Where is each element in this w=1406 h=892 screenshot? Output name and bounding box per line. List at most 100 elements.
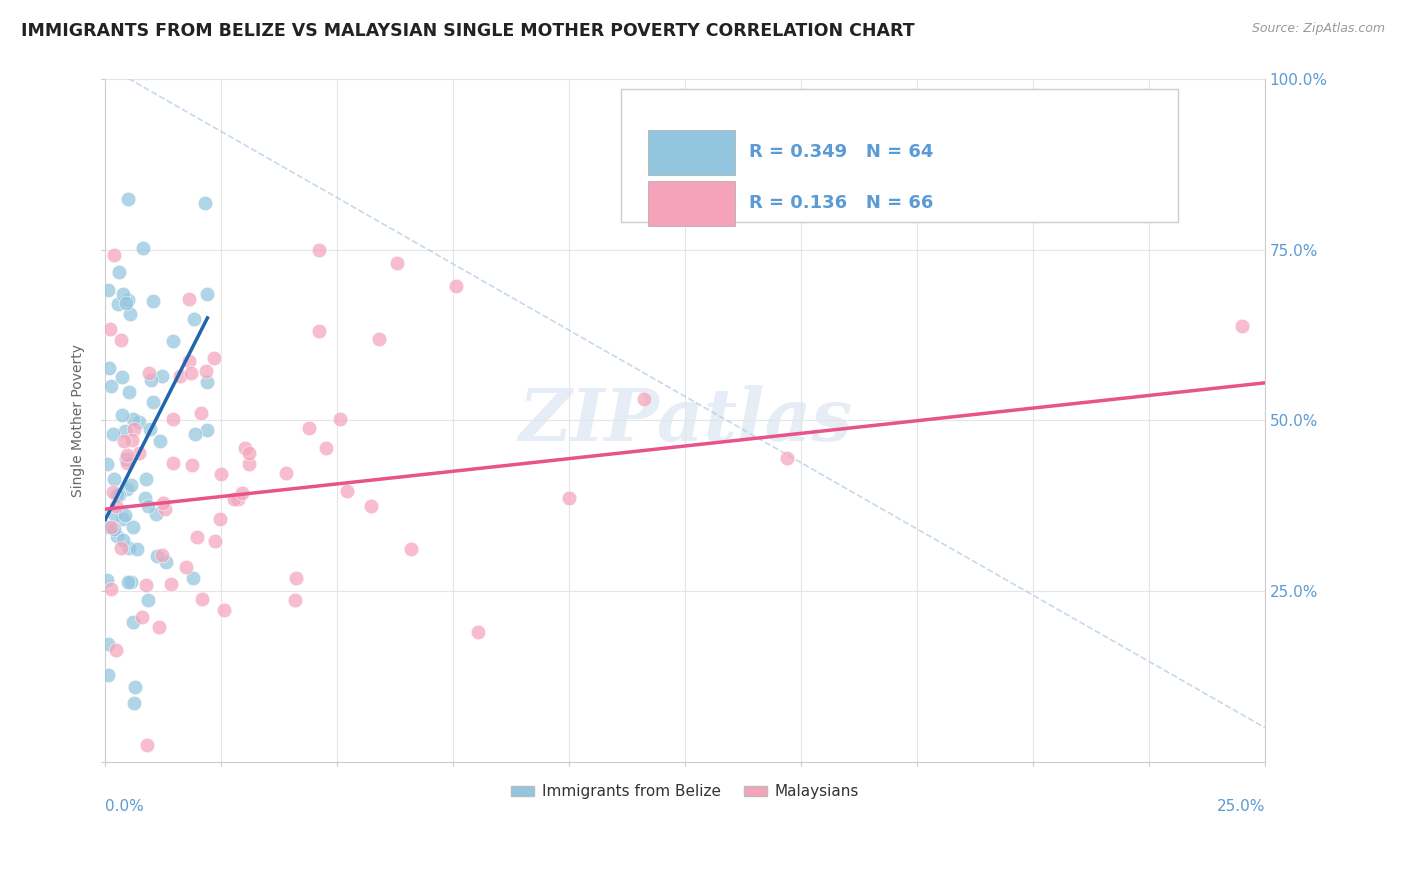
Point [115, 452, 138, 467]
Point [101, 484, 124, 499]
Point [153, 501, 176, 516]
Point [226, 491, 249, 506]
Point [160, 577, 183, 591]
Point [136, 593, 159, 607]
Text: IMMIGRANTS FROM BELIZE VS MALAYSIAN SINGLE MOTHER POVERTY CORRELATION CHART: IMMIGRANTS FROM BELIZE VS MALAYSIAN SING… [21, 22, 915, 40]
Point [204, 533, 226, 548]
Point [399, 542, 422, 557]
Point [100, 379, 122, 393]
Legend: Immigrants from Belize, Malaysians: Immigrants from Belize, Malaysians [505, 778, 865, 805]
Point [111, 409, 134, 423]
Point [114, 425, 136, 439]
Point [114, 434, 136, 449]
Point [177, 353, 200, 368]
Point [105, 488, 128, 502]
Point [125, 541, 148, 556]
Point [150, 549, 173, 563]
Point [145, 508, 167, 522]
Point [444, 279, 467, 293]
Point [633, 392, 655, 407]
Point [162, 412, 184, 426]
Point [315, 441, 337, 455]
Text: R = 0.349   N = 64: R = 0.349 N = 64 [749, 143, 934, 161]
Point [148, 620, 170, 634]
Text: ZIPatlas: ZIPatlas [517, 384, 852, 456]
Point [97, 637, 120, 651]
FancyBboxPatch shape [621, 89, 1178, 222]
Point [117, 192, 139, 206]
Point [308, 324, 330, 338]
Point [96, 573, 118, 587]
FancyBboxPatch shape [648, 181, 735, 226]
Text: Source: ZipAtlas.com: Source: ZipAtlas.com [1251, 22, 1385, 36]
Point [128, 445, 150, 459]
Point [181, 571, 204, 585]
Point [329, 411, 352, 425]
Point [197, 423, 219, 437]
Point [97, 283, 120, 297]
Point [96, 457, 118, 471]
Point [108, 265, 131, 279]
Point [197, 375, 219, 389]
Point [112, 511, 135, 525]
Point [1230, 318, 1253, 333]
Point [110, 369, 132, 384]
Point [114, 296, 136, 310]
Point [360, 500, 382, 514]
Point [138, 422, 160, 436]
Point [190, 406, 212, 420]
Point [120, 307, 142, 321]
Point [308, 244, 330, 258]
Point [118, 385, 141, 400]
Point [103, 522, 125, 536]
Point [96, 520, 118, 534]
Point [141, 394, 163, 409]
Point [197, 287, 219, 301]
Point [121, 520, 143, 534]
Text: R = 0.136   N = 66: R = 0.136 N = 66 [749, 194, 934, 212]
Point [97, 668, 120, 682]
Y-axis label: Single Mother Poverty: Single Mother Poverty [72, 344, 86, 497]
Point [336, 484, 359, 499]
Point [180, 366, 202, 380]
Point [214, 602, 236, 616]
Point [174, 559, 197, 574]
Point [98, 322, 121, 336]
Point [122, 697, 145, 711]
Point [467, 625, 489, 640]
Point [107, 296, 129, 310]
Point [135, 578, 157, 592]
Point [105, 643, 128, 657]
Point [152, 496, 174, 510]
Point [118, 541, 141, 555]
Point [150, 368, 173, 383]
Point [169, 368, 191, 383]
Point [128, 415, 150, 429]
Point [100, 582, 122, 596]
Point [367, 332, 389, 346]
Text: 25.0%: 25.0% [1216, 799, 1265, 814]
Point [110, 333, 132, 347]
Point [121, 433, 143, 447]
Point [105, 529, 128, 543]
Point [111, 287, 134, 301]
Point [285, 571, 308, 585]
Point [284, 593, 307, 607]
Point [101, 427, 124, 442]
Point [103, 247, 125, 261]
Point [138, 366, 160, 380]
Point [103, 472, 125, 486]
Point [557, 491, 579, 505]
Point [98, 361, 121, 376]
Point [104, 500, 127, 514]
Point [134, 491, 156, 506]
Point [162, 456, 184, 470]
FancyBboxPatch shape [648, 130, 735, 175]
Point [194, 195, 217, 210]
Point [235, 441, 257, 455]
Point [149, 434, 172, 448]
Point [202, 351, 225, 365]
Point [297, 421, 319, 435]
Point [146, 549, 169, 564]
Point [385, 256, 408, 270]
